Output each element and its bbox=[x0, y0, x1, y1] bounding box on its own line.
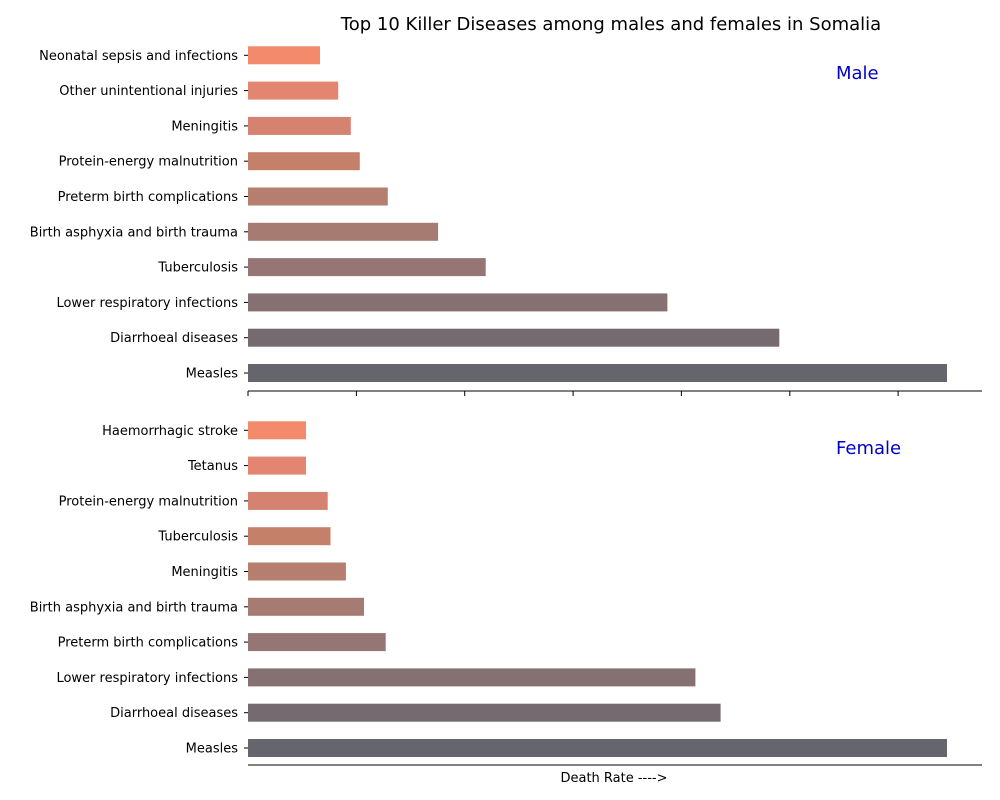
panel-female: Measles Diarrhoeal diseases Lower respirat… bbox=[30, 421, 982, 766]
y-tick-label: Lower respiratory infections bbox=[56, 671, 238, 686]
y-tick-label: Tetanus bbox=[187, 459, 238, 474]
y-tick-label: Lower respiratory infections bbox=[56, 296, 238, 311]
y-tick-label: Tuberculosis bbox=[157, 261, 238, 276]
y-tick-label: Birth asphyxia and birth trauma bbox=[30, 225, 238, 240]
bar bbox=[248, 258, 486, 277]
bar bbox=[248, 562, 346, 581]
y-tick-label: Measles bbox=[186, 367, 239, 382]
bar bbox=[248, 527, 331, 546]
y-tick-label: Preterm birth complications bbox=[58, 636, 239, 651]
bar bbox=[248, 116, 351, 135]
y-tick-label: Diarrhoeal diseases bbox=[110, 706, 238, 721]
bar bbox=[248, 187, 388, 206]
y-tick-label: Measles bbox=[186, 742, 239, 757]
y-tick-label: Protein-energy malnutrition bbox=[59, 155, 238, 170]
panel-label: Male bbox=[836, 63, 879, 84]
chart-panels: Measles Diarrhoeal diseases Lower respirat… bbox=[30, 46, 982, 766]
chart-title: Top 10 Killer Diseases among males and f… bbox=[340, 14, 881, 35]
bar bbox=[248, 328, 780, 347]
y-tick-label: Tuberculosis bbox=[157, 530, 238, 545]
x-axis-label: Death Rate ----> bbox=[560, 771, 667, 786]
bar bbox=[248, 491, 328, 510]
bar bbox=[248, 739, 947, 757]
bar bbox=[248, 152, 360, 171]
y-tick-label: Diarrhoeal diseases bbox=[110, 331, 238, 346]
y-tick-label: Other unintentional injuries bbox=[59, 84, 238, 99]
y-tick-label: Protein-energy malnutrition bbox=[59, 494, 238, 509]
bar bbox=[248, 668, 696, 687]
bar bbox=[248, 81, 339, 100]
bar bbox=[248, 703, 721, 722]
y-tick-label: Meningitis bbox=[171, 119, 238, 134]
bar bbox=[248, 364, 947, 382]
bar bbox=[248, 421, 306, 440]
bar bbox=[248, 633, 386, 652]
y-tick-label: Neonatal sepsis and infections bbox=[39, 49, 238, 64]
bar bbox=[248, 456, 306, 475]
y-tick-label: Haemorrhagic stroke bbox=[102, 424, 238, 439]
y-tick-label: Birth asphyxia and birth trauma bbox=[30, 600, 238, 615]
y-tick-label: Meningitis bbox=[171, 565, 238, 580]
bar bbox=[248, 293, 668, 312]
bar bbox=[248, 222, 439, 241]
bar bbox=[248, 46, 320, 65]
panel-male: Measles Diarrhoeal diseases Lower respirat… bbox=[30, 46, 982, 396]
y-tick-label: Preterm birth complications bbox=[58, 190, 239, 205]
bar bbox=[248, 597, 364, 616]
panel-label: Female bbox=[836, 438, 901, 459]
